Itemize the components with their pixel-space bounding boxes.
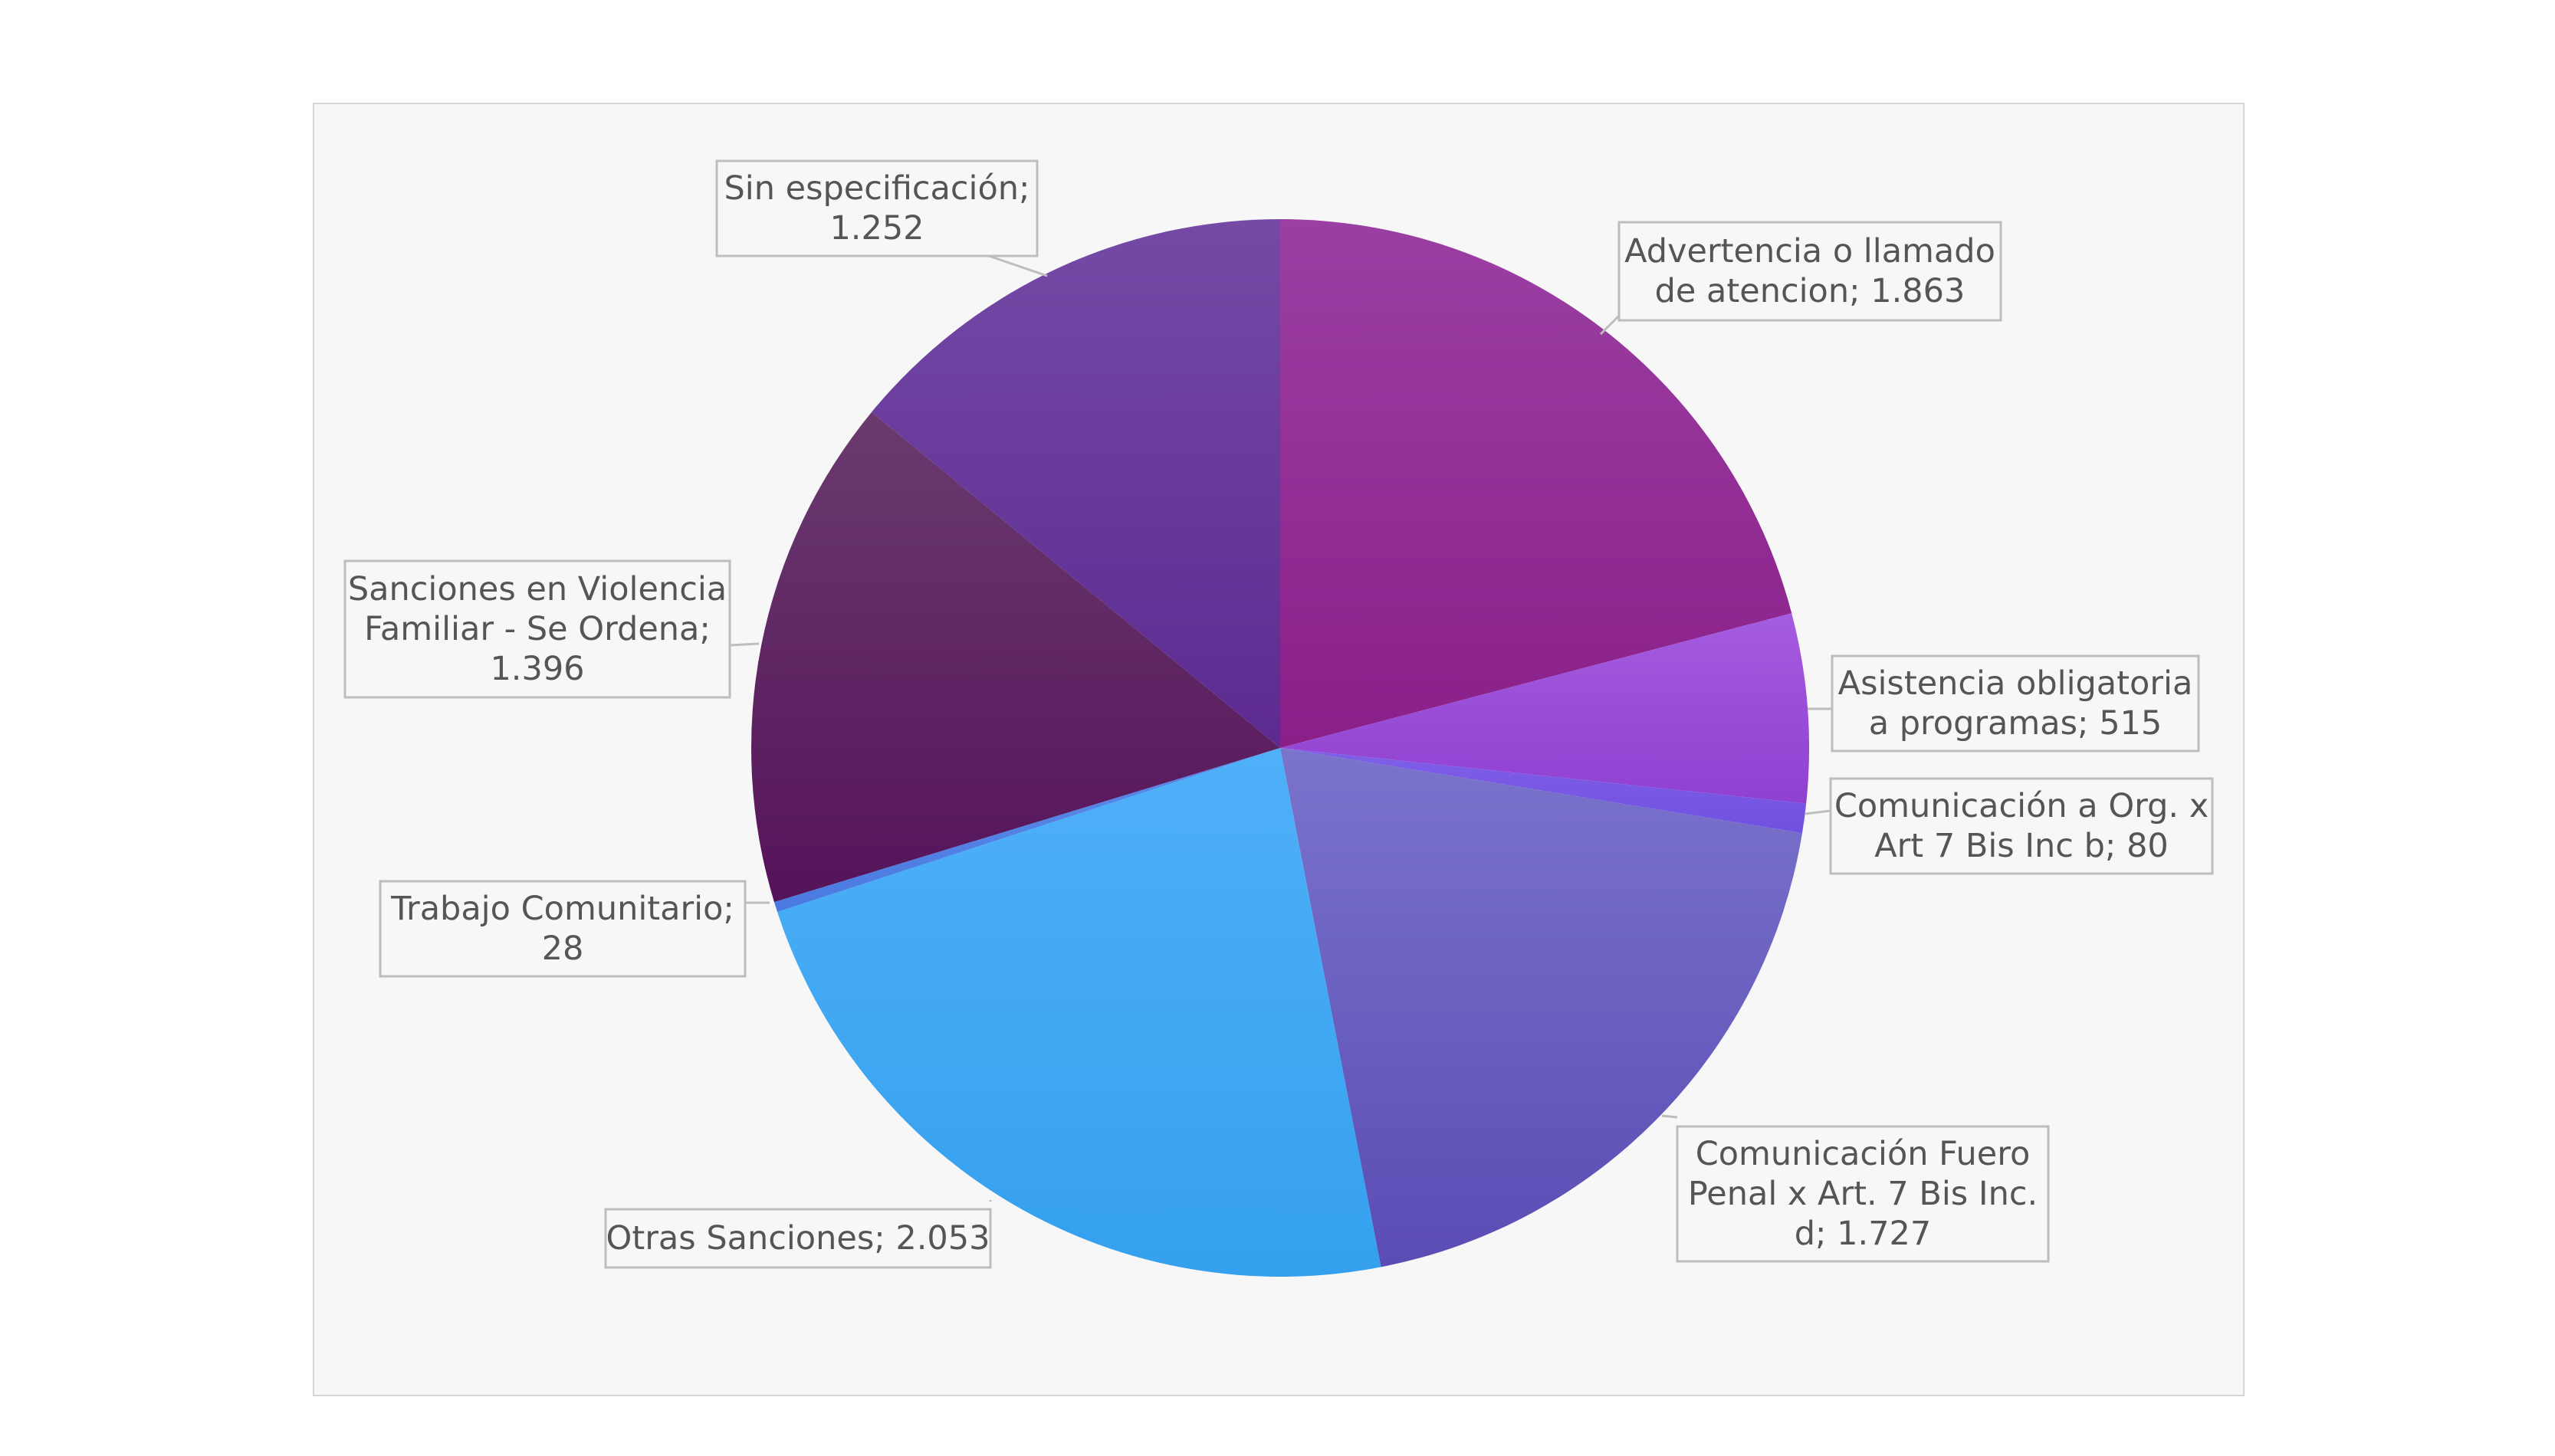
slice-label-line: 1.396 — [490, 650, 584, 688]
pie-slice-1[interactable] — [1280, 219, 1792, 748]
slice-label-6: Trabajo Comunitario;28 — [379, 880, 747, 978]
slice-label-box — [379, 880, 747, 978]
pie-slice-2[interactable] — [1280, 613, 1809, 804]
slice-label-box — [1829, 777, 2214, 875]
slice-label-box — [604, 1208, 992, 1269]
slice-label-line: Otras Sanciones; 2.053 — [606, 1219, 990, 1258]
slice-label-box — [343, 559, 731, 699]
slice-label-8: Sin especificación;1.252 — [715, 159, 1039, 257]
leader-line-8 — [988, 254, 1048, 277]
slice-label-box — [1617, 221, 2002, 322]
leader-line-4 — [1661, 1114, 1678, 1119]
slice-label-line: d; 1.727 — [1795, 1215, 1932, 1253]
slice-label-line: Comunicación Fuero — [1696, 1135, 2031, 1173]
pie-slice-8[interactable] — [872, 219, 1280, 748]
slice-label-line: Familiar - Se Ordena; — [364, 610, 711, 648]
slice-label-line: Asistencia obligatoria — [1838, 664, 2193, 703]
leader-line-1 — [1599, 314, 1621, 336]
slice-label-line: a programas; 515 — [1869, 704, 2163, 743]
slice-label-line: Penal x Art. 7 Bis Inc. — [1688, 1175, 2038, 1213]
slice-label-line: Comunicación a Org. x — [1834, 787, 2209, 825]
pie-slice-7[interactable] — [751, 412, 1280, 903]
leader-lines — [729, 254, 1832, 1202]
slice-label-line: 28 — [542, 930, 584, 968]
slice-label-box — [1831, 654, 2200, 753]
slice-label-5: Otras Sanciones; 2.053 — [604, 1208, 992, 1269]
slice-label-box — [1676, 1125, 2050, 1263]
pie-slices — [751, 219, 1809, 1277]
leader-line-3 — [1805, 809, 1831, 815]
leader-line-7 — [729, 642, 760, 647]
pie-slice-6[interactable] — [773, 748, 1280, 913]
slice-label-line: de atencion; 1.863 — [1655, 272, 1966, 310]
pie-slice-5[interactable] — [777, 748, 1381, 1277]
slice-label-line: Trabajo Comunitario; — [390, 890, 734, 928]
pie-slice-4[interactable] — [1280, 748, 1802, 1267]
slice-label-box — [715, 159, 1039, 257]
slice-label-line: 1.252 — [829, 209, 924, 248]
slice-label-line: Advertencia o llamado — [1624, 232, 1995, 271]
pie-slice-3[interactable] — [1280, 748, 1807, 834]
slice-label-line: Sin especificación; — [724, 169, 1030, 208]
slice-label-line: Sanciones en Violencia — [348, 570, 727, 608]
slice-label-line: Art 7 Bis Inc b; 80 — [1874, 827, 2169, 865]
